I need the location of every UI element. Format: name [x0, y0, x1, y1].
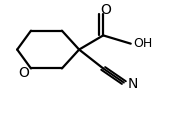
Text: OH: OH	[133, 37, 152, 50]
Text: O: O	[19, 66, 30, 80]
Text: N: N	[128, 77, 138, 91]
Text: O: O	[100, 3, 111, 17]
